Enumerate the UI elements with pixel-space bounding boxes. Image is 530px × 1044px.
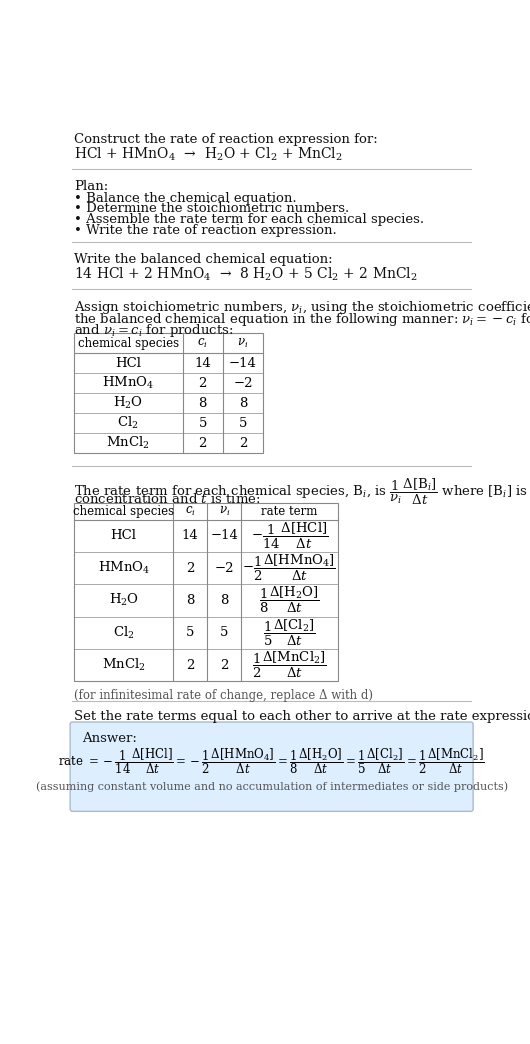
- Text: HMnO$_4$: HMnO$_4$: [98, 560, 149, 576]
- Text: Assign stoichiometric numbers, $\nu_i$, using the stoichiometric coefficients, $: Assign stoichiometric numbers, $\nu_i$, …: [74, 300, 530, 316]
- Text: 5: 5: [238, 417, 247, 430]
- Text: $\dfrac{1}{8}\dfrac{\Delta[\mathrm{H_2O}]}{\Delta t}$: $\dfrac{1}{8}\dfrac{\Delta[\mathrm{H_2O}…: [259, 586, 320, 616]
- FancyBboxPatch shape: [70, 722, 473, 811]
- Text: the balanced chemical equation in the following manner: $\nu_i = -c_i$ for react: the balanced chemical equation in the fo…: [74, 311, 530, 328]
- Bar: [74, 502, 338, 682]
- Text: $-\dfrac{1}{14}\dfrac{\Delta[\mathrm{HCl}]}{\Delta t}$: $-\dfrac{1}{14}\dfrac{\Delta[\mathrm{HCl…: [251, 521, 328, 551]
- Text: The rate term for each chemical species, B$_i$, is $\dfrac{1}{\nu_i}\dfrac{\Delt: The rate term for each chemical species,…: [74, 476, 530, 506]
- Text: Cl$_2$: Cl$_2$: [118, 416, 139, 431]
- Text: Plan:: Plan:: [74, 180, 108, 193]
- Text: $c_i$: $c_i$: [185, 504, 196, 518]
- Text: concentration and $t$ is time:: concentration and $t$ is time:: [74, 492, 261, 505]
- Text: Construct the rate of reaction expression for:: Construct the rate of reaction expressio…: [74, 133, 378, 146]
- Text: 2: 2: [198, 377, 207, 389]
- Text: $c_i$: $c_i$: [197, 336, 208, 350]
- Text: HMnO$_4$: HMnO$_4$: [102, 375, 154, 392]
- Text: HCl + HMnO$_4$  →  H$_2$O + Cl$_2$ + MnCl$_2$: HCl + HMnO$_4$ → H$_2$O + Cl$_2$ + MnCl$…: [74, 146, 343, 164]
- Text: −14: −14: [229, 357, 257, 370]
- Text: • Balance the chemical equation.: • Balance the chemical equation.: [74, 191, 297, 205]
- Text: 8: 8: [238, 397, 247, 409]
- Text: 5: 5: [220, 626, 228, 639]
- Text: chemical species: chemical species: [78, 337, 179, 350]
- Text: rate term: rate term: [261, 504, 317, 518]
- Text: −14: −14: [210, 529, 238, 542]
- Text: Set the rate terms equal to each other to arrive at the rate expression:: Set the rate terms equal to each other t…: [74, 711, 530, 723]
- Text: HCl: HCl: [111, 529, 137, 542]
- Text: 2: 2: [238, 436, 247, 450]
- Text: −2: −2: [233, 377, 253, 389]
- Text: $\dfrac{1}{2}\dfrac{\Delta[\mathrm{MnCl_2}]}{\Delta t}$: $\dfrac{1}{2}\dfrac{\Delta[\mathrm{MnCl_…: [252, 650, 327, 680]
- Text: • Assemble the rate term for each chemical species.: • Assemble the rate term for each chemic…: [74, 213, 424, 227]
- Text: 8: 8: [220, 594, 228, 607]
- Text: 2: 2: [198, 436, 207, 450]
- Text: $\dfrac{1}{5}\dfrac{\Delta[\mathrm{Cl_2}]}{\Delta t}$: $\dfrac{1}{5}\dfrac{\Delta[\mathrm{Cl_2}…: [263, 618, 316, 648]
- Text: 8: 8: [198, 397, 207, 409]
- Text: 2: 2: [220, 659, 228, 671]
- Text: $\nu_i$: $\nu_i$: [219, 504, 230, 518]
- Text: 8: 8: [186, 594, 195, 607]
- Text: 14: 14: [195, 357, 211, 370]
- Text: 2: 2: [186, 562, 195, 574]
- Text: 5: 5: [186, 626, 195, 639]
- Text: 14 HCl + 2 HMnO$_4$  →  8 H$_2$O + 5 Cl$_2$ + 2 MnCl$_2$: 14 HCl + 2 HMnO$_4$ → 8 H$_2$O + 5 Cl$_2…: [74, 265, 418, 283]
- Text: (for infinitesimal rate of change, replace Δ with d): (for infinitesimal rate of change, repla…: [74, 689, 373, 702]
- Text: Write the balanced chemical equation:: Write the balanced chemical equation:: [74, 253, 333, 266]
- Text: MnCl$_2$: MnCl$_2$: [107, 435, 150, 451]
- Text: $-\dfrac{1}{2}\dfrac{\Delta[\mathrm{HMnO_4}]}{\Delta t}$: $-\dfrac{1}{2}\dfrac{\Delta[\mathrm{HMnO…: [242, 553, 337, 584]
- Text: −2: −2: [215, 562, 234, 574]
- Text: • Write the rate of reaction expression.: • Write the rate of reaction expression.: [74, 223, 337, 237]
- Text: rate $= -\dfrac{1}{14}\dfrac{\Delta[\mathrm{HCl}]}{\Delta t} = -\dfrac{1}{2}\dfr: rate $= -\dfrac{1}{14}\dfrac{\Delta[\mat…: [58, 746, 485, 776]
- Text: and $\nu_i = c_i$ for products:: and $\nu_i = c_i$ for products:: [74, 323, 234, 339]
- Text: 2: 2: [186, 659, 195, 671]
- Text: Cl$_2$: Cl$_2$: [113, 624, 135, 641]
- Text: chemical species: chemical species: [73, 504, 174, 518]
- Text: MnCl$_2$: MnCl$_2$: [102, 657, 145, 673]
- Text: $\nu_i$: $\nu_i$: [237, 336, 249, 350]
- Bar: [74, 333, 263, 453]
- Text: H$_2$O: H$_2$O: [113, 396, 143, 411]
- Text: 5: 5: [198, 417, 207, 430]
- Text: • Determine the stoichiometric numbers.: • Determine the stoichiometric numbers.: [74, 203, 349, 215]
- Text: Answer:: Answer:: [82, 732, 137, 745]
- Text: (assuming constant volume and no accumulation of intermediates or side products): (assuming constant volume and no accumul…: [36, 781, 508, 792]
- Text: 14: 14: [182, 529, 199, 542]
- Text: H$_2$O: H$_2$O: [109, 592, 139, 609]
- Text: HCl: HCl: [115, 357, 142, 370]
